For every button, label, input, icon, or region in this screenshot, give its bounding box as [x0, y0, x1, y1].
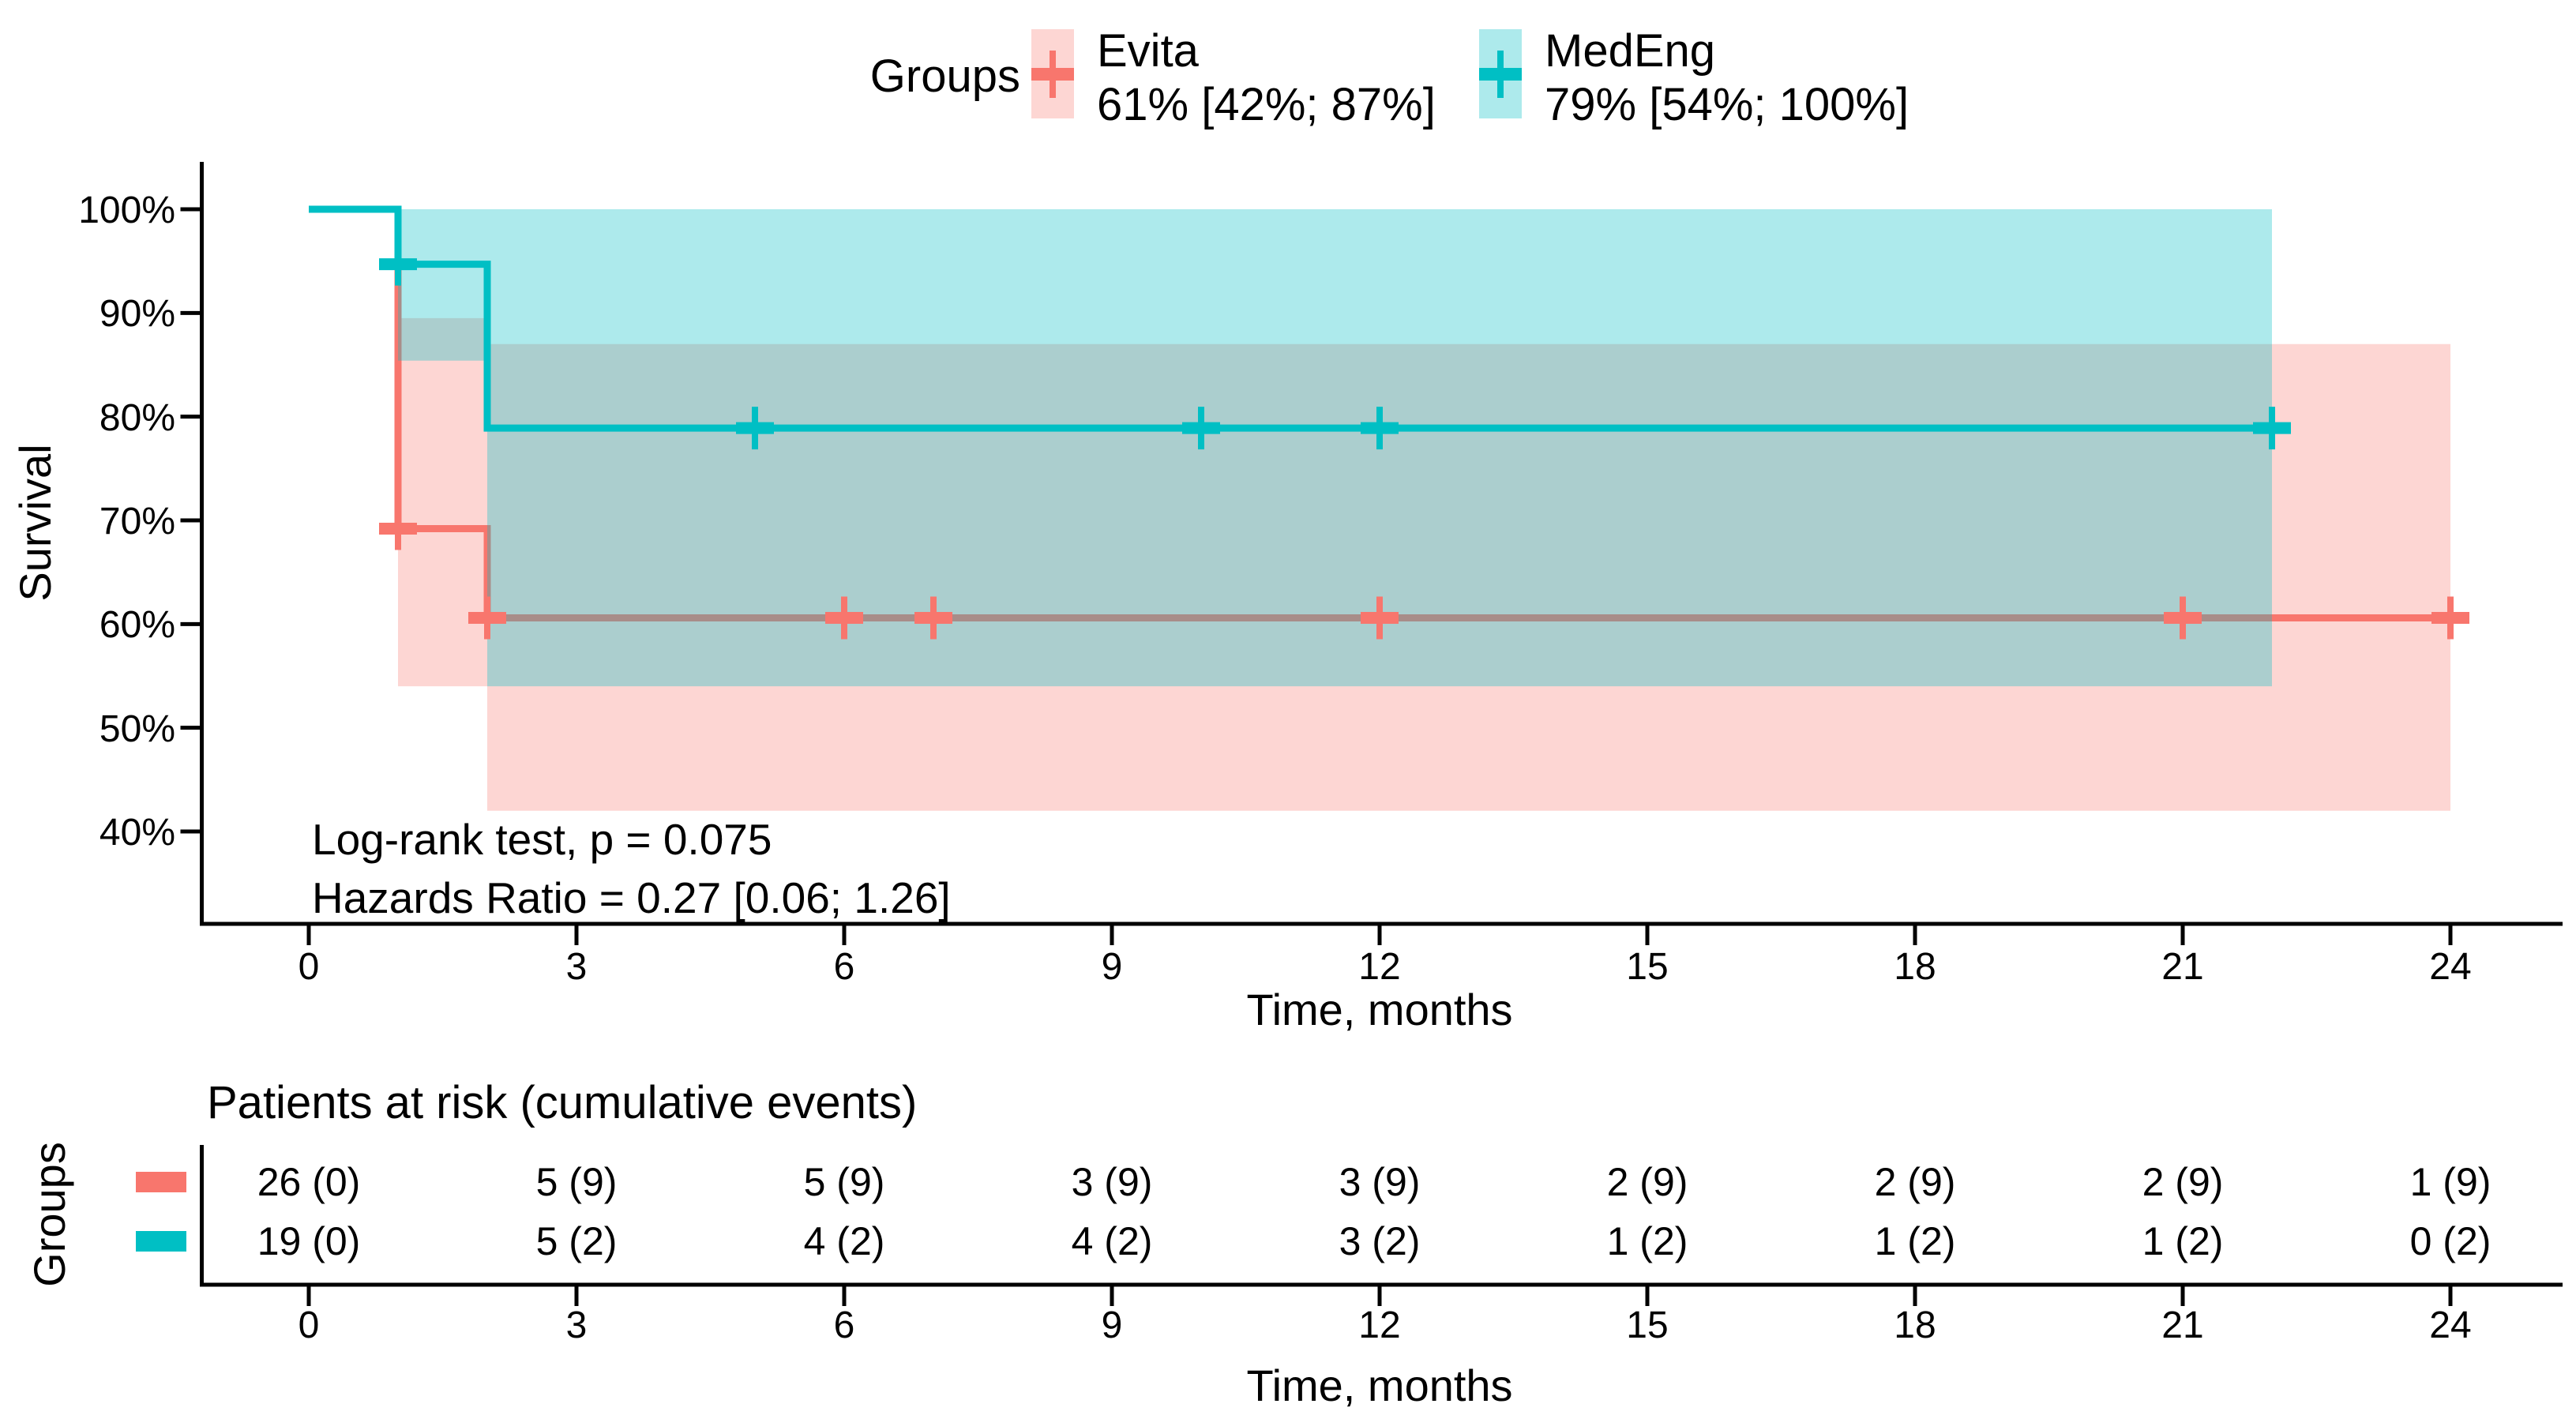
risk-value: 4 (2)	[804, 1219, 885, 1263]
risk-value: 5 (9)	[804, 1160, 885, 1204]
risk-x-tick-label: 18	[1894, 1304, 1936, 1346]
medeng-survival-step-line	[309, 205, 2272, 432]
evita-ci-ribbon	[487, 343, 2450, 811]
risk-value: 1 (2)	[1607, 1219, 1688, 1263]
x-tick-label: 12	[1358, 946, 1400, 988]
x-tick-label: 21	[2161, 946, 2203, 988]
legend-label-evita: Evita	[1097, 25, 1200, 77]
risk-value: 3 (2)	[1339, 1219, 1421, 1263]
y-axis-labels: 100% 90% 80% 70% 60% 50% 40%	[78, 190, 175, 854]
medeng-ci-ribbon	[398, 209, 487, 361]
x-tick-label: 24	[2429, 946, 2471, 988]
risk-value: 1 (2)	[1875, 1219, 1956, 1263]
risk-value: 1 (2)	[2142, 1219, 2224, 1263]
stat-annotations: Log-rank test, p = 0.075 Hazards Ratio =…	[312, 815, 951, 922]
risk-value: 3 (9)	[1339, 1160, 1421, 1204]
risk-key-medeng-swatch	[136, 1231, 186, 1252]
x-tick-label: 6	[834, 946, 855, 988]
plot-layers	[309, 205, 2469, 811]
legend-estimate-medeng: 79% [54%; 100%]	[1545, 79, 1909, 130]
x-tick-label: 15	[1626, 946, 1668, 988]
risk-x-tick-label: 3	[566, 1304, 588, 1346]
risk-table-y-axis-title: Groups	[24, 1142, 74, 1287]
risk-value: 5 (2)	[536, 1219, 618, 1263]
x-axis-title: Time, months	[1246, 985, 1512, 1034]
x-tick-label: 9	[1102, 946, 1123, 988]
risk-x-axis-title: Time, months	[1246, 1361, 1512, 1410]
risk-row-medeng: 19 (0) 5 (2) 4 (2) 4 (2) 3 (2) 1 (2) 1 (…	[257, 1219, 2492, 1263]
legend-estimate-evita: 61% [42%; 87%]	[1097, 79, 1436, 130]
x-axis-labels: 0 3 6 9 12 15 18 21 24	[299, 946, 2472, 988]
risk-table: Patients at risk (cumulative events) Gro…	[24, 1077, 2491, 1410]
risk-x-tick-label: 12	[1358, 1304, 1400, 1346]
y-axis-title: Survival	[10, 444, 60, 601]
risk-value: 1 (9)	[2410, 1160, 2492, 1204]
y-tick-label: 80%	[100, 397, 175, 439]
risk-value: 4 (2)	[1072, 1219, 1153, 1263]
y-tick-label: 90%	[100, 293, 175, 335]
risk-x-tick-label: 0	[299, 1304, 320, 1346]
legend-item-medeng: MedEng 79% [54%; 100%]	[1479, 25, 1909, 130]
logrank-annotation: Log-rank test, p = 0.075	[312, 815, 772, 864]
y-tick-label: 60%	[100, 604, 175, 646]
x-tick-label: 0	[299, 946, 320, 988]
risk-x-tick-label: 15	[1626, 1304, 1668, 1346]
y-tick-label: 50%	[100, 708, 175, 750]
legend-item-evita: Evita 61% [42%; 87%]	[1031, 25, 1436, 130]
risk-value: 2 (9)	[1607, 1160, 1688, 1204]
risk-value: 2 (9)	[1875, 1160, 1956, 1204]
risk-value: 5 (9)	[536, 1160, 618, 1204]
risk-table-title: Patients at risk (cumulative events)	[207, 1077, 917, 1128]
risk-x-tick-label: 6	[834, 1304, 855, 1346]
y-tick-label: 100%	[78, 190, 175, 231]
risk-x-axis-labels: 0 3 6 9 12 15 18 21 24	[299, 1304, 2472, 1346]
risk-x-tick-label: 9	[1102, 1304, 1123, 1346]
evita-ci-ribbon	[398, 317, 487, 687]
legend: Groups Evita 61% [42%; 87%] MedEng 79% […	[870, 25, 1909, 130]
y-tick-label: 40%	[100, 812, 175, 854]
risk-value: 3 (9)	[1072, 1160, 1153, 1204]
x-tick-label: 3	[566, 946, 588, 988]
risk-x-tick-label: 24	[2429, 1304, 2471, 1346]
y-tick-label: 70%	[100, 501, 175, 542]
risk-value: 2 (9)	[2142, 1160, 2224, 1204]
risk-value: 0 (2)	[2410, 1219, 2492, 1263]
risk-row-evita: 26 (0) 5 (9) 5 (9) 3 (9) 3 (9) 2 (9) 2 (…	[257, 1160, 2492, 1204]
x-tick-label: 18	[1894, 946, 1936, 988]
axes	[180, 162, 2563, 1306]
risk-x-tick-label: 21	[2161, 1304, 2203, 1346]
risk-value: 19 (0)	[257, 1219, 361, 1263]
risk-value: 26 (0)	[257, 1160, 361, 1204]
risk-key-evita-swatch	[136, 1172, 186, 1192]
legend-label-medeng: MedEng	[1545, 25, 1715, 77]
legend-title: Groups	[870, 51, 1020, 102]
hazard-ratio-annotation: Hazards Ratio = 0.27 [0.06; 1.26]	[312, 873, 951, 922]
